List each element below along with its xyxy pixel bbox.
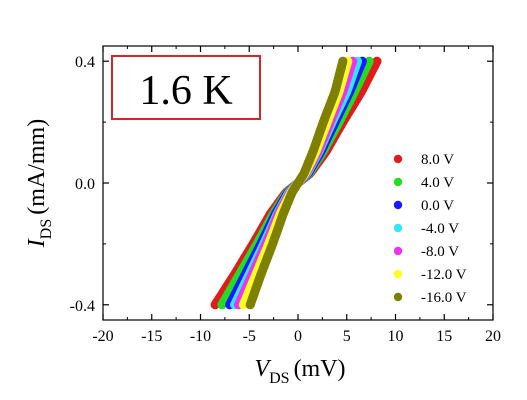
temperature-label: 1.6 K <box>139 68 232 114</box>
legend-label: -4.0 V <box>421 221 459 237</box>
temperature-annotation: 1.6 K <box>111 55 261 120</box>
x-tick-label: 0 <box>294 328 302 345</box>
legend-marker <box>393 200 403 210</box>
x-tick-label: -10 <box>190 328 211 345</box>
legend-item: -8.0 V <box>393 244 459 260</box>
y-axis-title: IDS (mA/mm) <box>24 119 55 248</box>
legend: 8.0 V 4.0 V 0.0 V -4.0 V -8.0 V -12.0 V -16.0 … <box>393 152 467 306</box>
x-tick-label: 15 <box>436 328 452 345</box>
y-axis-main: I <box>24 238 50 248</box>
legend-label: -8.0 V <box>421 244 459 260</box>
x-tick-label: 20 <box>485 328 501 345</box>
legend-marker <box>393 292 403 302</box>
x-axis-main: V <box>254 356 271 382</box>
legend-marker <box>393 269 403 279</box>
y-tick-label: -0.4 <box>70 298 95 315</box>
y-axis-sub: DS <box>38 219 55 239</box>
x-tick-label: -15 <box>141 328 162 345</box>
y-tick-label: 0.0 <box>75 176 95 193</box>
x-tick-label: -5 <box>243 328 256 345</box>
legend-marker <box>393 223 403 233</box>
legend-marker <box>393 246 403 256</box>
legend-label: -16.0 V <box>421 290 467 306</box>
x-tick-label: 10 <box>388 328 404 345</box>
legend-item: 0.0 V <box>393 198 454 214</box>
legend-label: 4.0 V <box>421 175 454 191</box>
x-axis-sub: DS <box>269 370 289 387</box>
y-tick-label: 0.4 <box>75 54 95 71</box>
x-tick-label: -20 <box>92 328 113 345</box>
y-axis-unit: (mA/mm) <box>24 119 50 215</box>
temperature-box <box>111 55 261 120</box>
legend-item: -16.0 V <box>393 290 467 306</box>
legend-item: -4.0 V <box>393 221 459 237</box>
x-axis-title: VDS (mV) <box>254 356 345 387</box>
ticks-layer: -20 -15 -10 -5 0 5 10 15 20 -0.4 0.0 0.4 <box>70 46 501 345</box>
x-tick-label: 5 <box>343 328 351 345</box>
legend-label: -12.0 V <box>421 267 467 283</box>
legend-marker <box>393 154 403 164</box>
legend-label: 0.0 V <box>421 198 454 214</box>
legend-item: 8.0 V <box>393 152 454 168</box>
legend-item: -12.0 V <box>393 267 467 283</box>
legend-marker <box>393 177 403 187</box>
legend-label: 8.0 V <box>421 152 454 168</box>
data-layer <box>210 56 382 310</box>
legend-item: 4.0 V <box>393 175 454 191</box>
data-point <box>372 56 382 66</box>
series-6 <box>245 56 348 310</box>
data-point <box>364 56 374 66</box>
data-point <box>338 56 348 66</box>
x-axis-unit: (mV) <box>294 356 346 382</box>
